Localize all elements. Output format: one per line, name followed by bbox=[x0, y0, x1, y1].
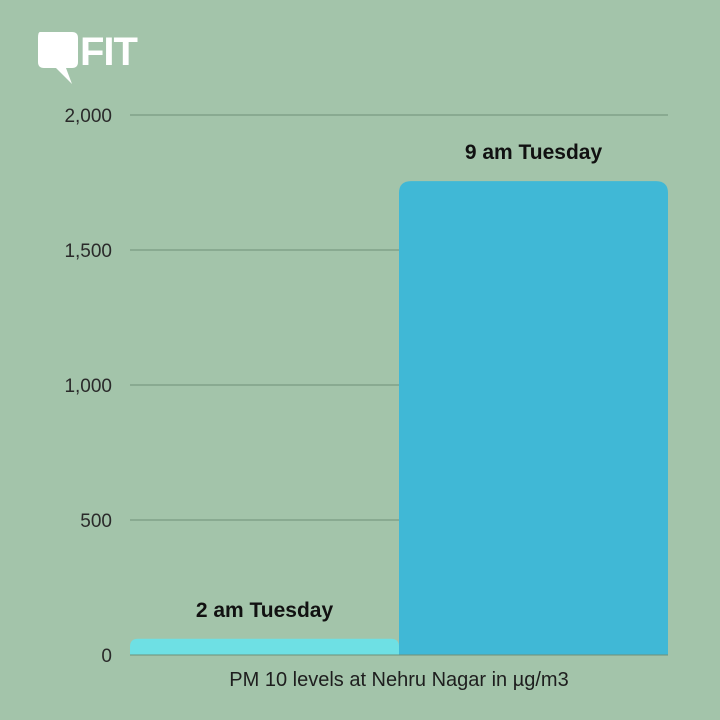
y-tick-label: 1,000 bbox=[64, 376, 112, 397]
logo-text: FIT bbox=[80, 30, 138, 74]
bar-data-label: 2 am Tuesday bbox=[196, 599, 334, 622]
fit-logo: FIT bbox=[38, 30, 139, 84]
y-tick-label: 0 bbox=[101, 646, 112, 667]
x-axis-label: PM 10 levels at Nehru Nagar in µg/m3 bbox=[229, 669, 568, 691]
y-tick-label: 2,000 bbox=[64, 106, 112, 127]
speech-bubble-icon bbox=[38, 32, 78, 84]
bar-data-label: 9 am Tuesday bbox=[465, 141, 603, 164]
y-tick-label: 1,500 bbox=[64, 241, 112, 262]
y-axis-ticks: 0 500 1,000 1,500 2,000 bbox=[64, 106, 112, 667]
y-tick-label: 500 bbox=[80, 511, 112, 532]
bars bbox=[130, 181, 668, 655]
bar bbox=[130, 638, 399, 655]
bar bbox=[399, 181, 668, 655]
data-labels: 2 am Tuesday 9 am Tuesday bbox=[196, 141, 603, 622]
